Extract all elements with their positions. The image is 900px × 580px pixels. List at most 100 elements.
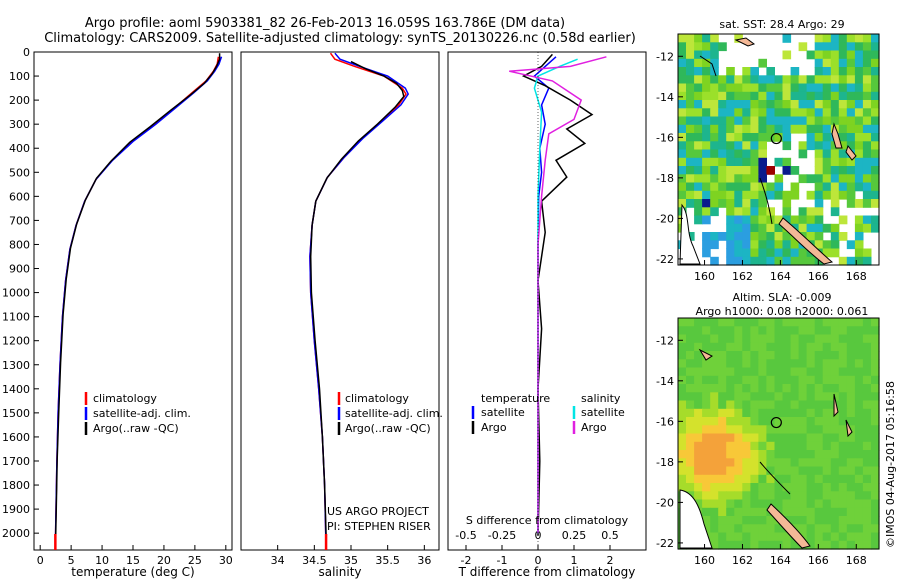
map-cell (726, 524, 735, 534)
map-cell (766, 450, 775, 459)
map-cell (710, 351, 719, 360)
map-cell (774, 450, 784, 459)
map-cell (871, 182, 880, 192)
temperature-series (54, 53, 223, 551)
map-cell (806, 491, 816, 501)
map-cell (694, 441, 703, 451)
lat-tick-label: -12 (656, 50, 674, 63)
map-cell (871, 223, 880, 233)
map-cell (686, 42, 695, 52)
map-cell (702, 232, 711, 241)
map-cell (734, 392, 743, 402)
map-cell (782, 34, 792, 43)
map-cell (726, 124, 735, 134)
map-cell (678, 174, 687, 184)
map-cell (846, 441, 856, 451)
map-cell (718, 375, 727, 385)
map-cell (734, 318, 743, 327)
map-cell (814, 240, 824, 250)
map-cell (838, 351, 848, 360)
map-cell (726, 141, 735, 151)
map-cell (871, 83, 880, 93)
map-cell (830, 116, 840, 126)
map-cell (854, 425, 864, 435)
map-cell (758, 190, 767, 200)
map-cell (871, 190, 880, 200)
x-tick-label: 30 (219, 554, 233, 567)
map-cell (678, 166, 687, 175)
map-cell (702, 133, 711, 142)
x-tick-label: 20 (157, 554, 171, 567)
map-cell (871, 367, 880, 377)
map-cell (814, 540, 824, 550)
map-cell (846, 67, 856, 76)
map-cell (854, 248, 864, 258)
map-cell (830, 149, 840, 159)
map-cell (718, 42, 727, 52)
series-line-argo-raw-qc- (309, 60, 405, 536)
map-cell (871, 326, 880, 336)
sla-coastline (679, 348, 853, 549)
map-cell (694, 34, 703, 43)
map-cell (862, 116, 872, 126)
map-cell (726, 174, 735, 184)
map-cell (871, 417, 880, 426)
map-cell (838, 367, 848, 377)
map-cell (718, 384, 727, 393)
map-cell (742, 91, 751, 101)
map-cell (838, 326, 848, 336)
map-cell (710, 124, 719, 134)
map-cell (806, 524, 816, 534)
t-difference-xlabel: T difference from climatology (458, 565, 636, 579)
map-cell (838, 318, 848, 327)
map-cell (734, 199, 743, 208)
map-cell (838, 166, 848, 175)
map-cell (734, 174, 743, 184)
map-cell (678, 450, 687, 459)
sla-map-title2: Argo h1000: 0.08 h2000: 0.061 (696, 305, 869, 318)
map-cell (782, 441, 792, 451)
map-cell (726, 425, 735, 435)
map-cell (822, 166, 832, 175)
depth-tick-label: 600 (9, 190, 30, 203)
map-cell (694, 433, 703, 443)
map-cell (678, 67, 687, 76)
map-cell (790, 433, 800, 443)
map-cell (822, 108, 832, 118)
map-cell (806, 256, 816, 266)
map-cell (742, 400, 751, 410)
map-cell (854, 141, 864, 151)
map-cell (782, 334, 792, 344)
map-cell (846, 516, 856, 525)
map-cell (871, 334, 880, 344)
map-cell (774, 124, 784, 134)
map-cell (694, 58, 703, 68)
sst-heatmap-cells (678, 34, 880, 266)
depth-tick-label: 1600 (2, 431, 30, 444)
map-cell (774, 342, 784, 352)
map-cell (686, 450, 695, 459)
map-cell (846, 342, 856, 352)
map-cell (806, 483, 816, 492)
map-cell (814, 67, 824, 76)
map-cell (694, 83, 703, 93)
map-cell (702, 100, 711, 109)
map-cell (750, 326, 759, 336)
map-cell (854, 182, 864, 192)
sst-lon-axis: 160 162 164 166 168 (694, 260, 867, 283)
map-cell (806, 232, 816, 241)
map-cell (734, 108, 743, 118)
map-cell (871, 359, 880, 369)
map-cell (830, 75, 840, 85)
map-cell (806, 174, 816, 184)
map-cell (702, 507, 711, 517)
map-cell (702, 499, 711, 509)
map-cell (678, 375, 687, 385)
map-cell (686, 483, 695, 492)
lon-tick-label: 162 (732, 554, 753, 567)
lon-tick-label: 168 (846, 554, 867, 567)
map-cell (798, 100, 808, 109)
map-cell (702, 190, 711, 200)
map-cell (806, 408, 816, 418)
map-cell (702, 466, 711, 476)
